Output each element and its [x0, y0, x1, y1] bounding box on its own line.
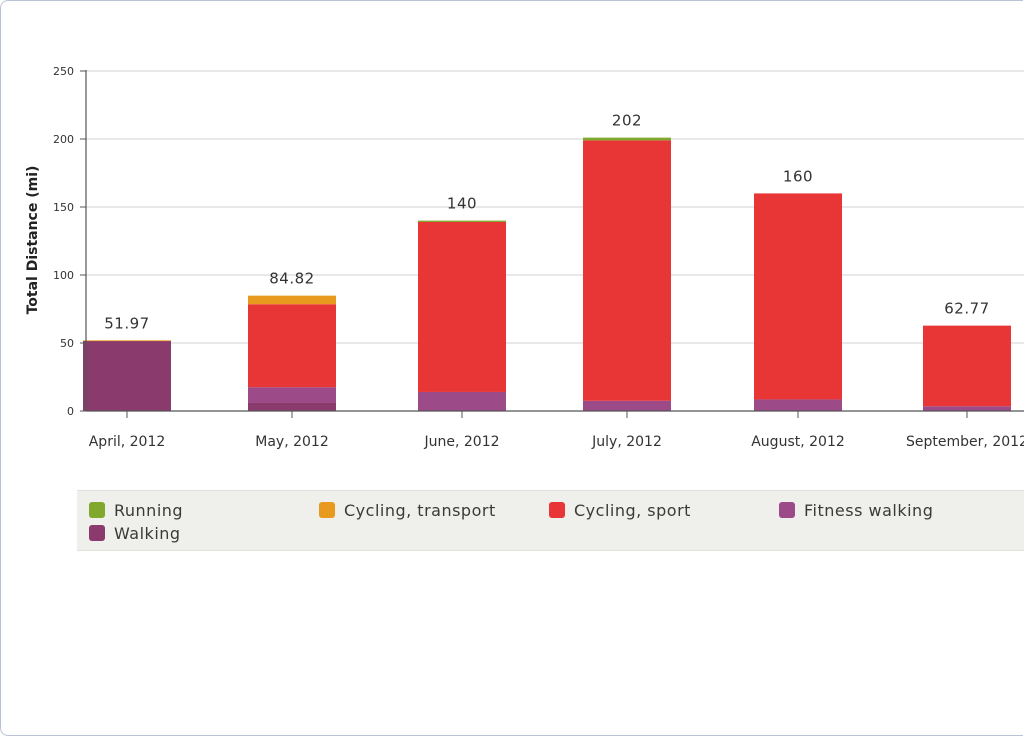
- y-tick-label: 0: [67, 405, 74, 418]
- legend-item-running[interactable]: Running: [89, 500, 183, 520]
- legend-item-cycling-sport[interactable]: Cycling, sport: [549, 500, 691, 520]
- legend-label: Cycling, transport: [344, 500, 496, 520]
- y-tick-label: 250: [53, 65, 74, 78]
- axes: [80, 70, 1024, 418]
- legend-swatch-running: [89, 502, 105, 518]
- bar-total-label: 84.82: [269, 270, 314, 288]
- bar-segment-fitness-walking[interactable]: [754, 399, 842, 411]
- legend-swatch-cycling-transport: [319, 502, 335, 518]
- bar-total-label: 51.97: [104, 314, 149, 332]
- legend-item-cycling-transport[interactable]: Cycling, transport: [319, 500, 496, 520]
- bar-segment-fitness-walking[interactable]: [923, 406, 1011, 411]
- legend-item-fitness-walking[interactable]: Fitness walking: [779, 500, 933, 520]
- bar-segment-fitness-walking[interactable]: [248, 387, 336, 403]
- x-tick-label: August, 2012: [751, 434, 845, 450]
- bar-segment-cycling-sport[interactable]: [754, 193, 842, 400]
- bar-segment-cycling-sport[interactable]: [923, 325, 1011, 407]
- y-tick-label: 50: [60, 337, 74, 350]
- bar-segment-fitness-walking[interactable]: [583, 400, 671, 411]
- labels: 0 50 100 150 200 250 51.97 April, 2012 84.82 May,…: [53, 65, 1024, 450]
- bar-segment-cycling-transport[interactable]: [83, 340, 171, 342]
- bar-segment-cycling-transport[interactable]: [248, 295, 336, 305]
- bar-total-label: 202: [612, 112, 642, 130]
- bar-total-label: 140: [447, 195, 477, 213]
- y-tick-label: 200: [53, 133, 74, 146]
- legend-label: Fitness walking: [804, 500, 934, 520]
- bar-segment-cycling-sport[interactable]: [248, 304, 336, 388]
- bar-segment-walking[interactable]: [248, 402, 336, 411]
- bar-segment-cycling-sport[interactable]: [583, 140, 671, 401]
- x-tick-label: July, 2012: [591, 434, 662, 450]
- bar-total-label: 62.77: [944, 300, 989, 318]
- x-tick-label: April, 2012: [89, 434, 166, 450]
- x-tick-label: May, 2012: [255, 434, 328, 450]
- legend-swatch-fitness-walking: [779, 502, 795, 518]
- bar-segment-cycling-sport[interactable]: [418, 221, 506, 392]
- y-tick-label: 100: [53, 269, 74, 282]
- bar-segment-running[interactable]: [583, 137, 671, 141]
- bars: [83, 137, 1011, 411]
- legend-label: Walking: [114, 523, 181, 543]
- y-tick-label: 150: [53, 201, 74, 214]
- bar-segment-fitness-walking[interactable]: [418, 391, 506, 411]
- bar-segment-running[interactable]: [418, 220, 506, 222]
- grid-lines: [86, 70, 1024, 344]
- x-tick-label: September, 2012: [906, 434, 1024, 450]
- legend-swatch-walking: [89, 525, 105, 541]
- legend-swatch-cycling-sport: [549, 502, 565, 518]
- stacked-bar-chart: 0 50 100 150 200 250 51.97 April, 2012 84.82 May,…: [25, 65, 1024, 450]
- x-tick-label: June, 2012: [423, 434, 499, 450]
- bar-total-label: 160: [783, 167, 813, 185]
- legend-label: Cycling, sport: [574, 500, 691, 520]
- bar-segment-walking[interactable]: [83, 340, 171, 411]
- legend-label: Running: [114, 500, 184, 520]
- legend: Running Cycling, transport Cycling, spor…: [77, 490, 1024, 551]
- y-axis-label: Total Distance (mi): [25, 166, 41, 315]
- legend-item-walking[interactable]: Walking: [89, 523, 181, 543]
